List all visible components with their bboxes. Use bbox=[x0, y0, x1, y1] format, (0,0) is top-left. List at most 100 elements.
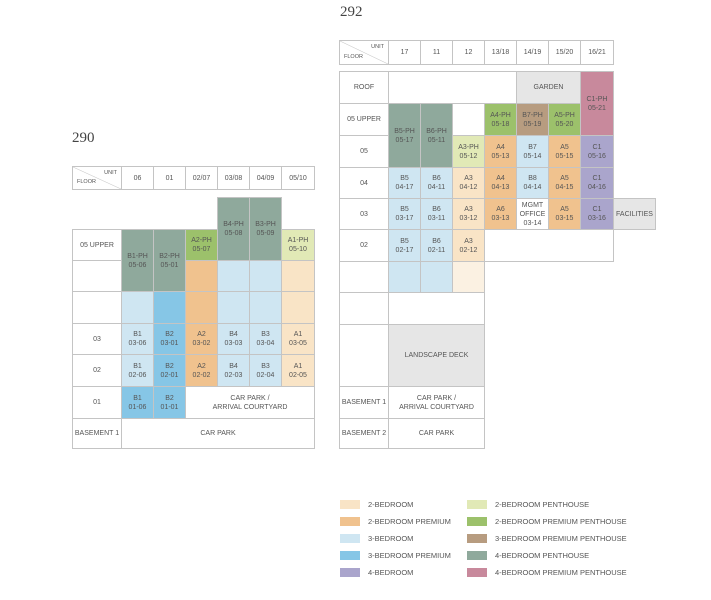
unit-cell: MGMT OFFICE 03-14 bbox=[516, 198, 549, 230]
unit-text: A5 bbox=[560, 143, 569, 151]
unit-text: A5-PH bbox=[554, 111, 575, 119]
unit-text: 02-12 bbox=[459, 246, 478, 254]
legend-label: 4-BEDROOM bbox=[368, 568, 414, 577]
empty-cell bbox=[452, 103, 485, 136]
unit-cell: B5 04-17 bbox=[388, 167, 421, 199]
unit-text: 05-18 bbox=[491, 120, 510, 128]
legend-swatch bbox=[340, 551, 360, 560]
unit-text: 02-02 bbox=[192, 371, 211, 379]
unit-cell: B1 02-06 bbox=[121, 354, 154, 387]
unit-text: B2 bbox=[165, 331, 174, 338]
unit-cell: A1 03-05 bbox=[281, 323, 315, 355]
unit-text: B4 bbox=[229, 362, 238, 370]
unit-text: 05-21 bbox=[588, 104, 606, 112]
unit-text: CAR PARK / bbox=[230, 394, 270, 402]
empty-cell bbox=[388, 292, 485, 325]
unit-label: UNIT bbox=[104, 170, 117, 176]
floor-label: 05 bbox=[339, 135, 389, 168]
unit-text: ARRIVAL COURTYARD bbox=[212, 403, 288, 411]
unit-text: 05-07 bbox=[192, 246, 211, 253]
unit-text: 01-06 bbox=[128, 403, 147, 411]
unit-cell bbox=[420, 261, 453, 293]
unit-text: A4-PH bbox=[490, 111, 511, 119]
unit-cell: A3 02-12 bbox=[452, 229, 485, 262]
unit-text: 03-05 bbox=[289, 340, 307, 347]
unit-text: 04-16 bbox=[588, 184, 606, 191]
unit-cell: B6 02-11 bbox=[420, 229, 453, 262]
unit-text: CAR PARK bbox=[200, 430, 236, 437]
unit-cell bbox=[185, 260, 218, 292]
empty-cell bbox=[484, 229, 614, 262]
unit-column-header: 12 bbox=[452, 40, 485, 65]
unit-text: 03-12 bbox=[459, 215, 478, 222]
unit-text: B6 bbox=[432, 175, 441, 182]
unit-cell: A2 02-02 bbox=[185, 354, 218, 387]
unit-cell: A4 04-13 bbox=[484, 167, 517, 199]
unit-cell: B3 02-04 bbox=[249, 354, 282, 387]
unit-text: B3-PH bbox=[255, 221, 276, 228]
unit-text: B5 bbox=[400, 206, 409, 213]
unit-cell: A4 05-13 bbox=[484, 135, 517, 168]
unit-text: 02-01 bbox=[160, 371, 179, 379]
unit-cell: B4-PH 05-08 bbox=[217, 197, 250, 261]
unit-label: UNIT bbox=[371, 44, 384, 50]
unit-cell: B6 03-11 bbox=[420, 198, 453, 230]
unit-text: 05-06 bbox=[128, 261, 147, 269]
unit-text: B7 bbox=[528, 143, 537, 151]
unit-cell: A6 03-13 bbox=[484, 198, 517, 230]
unit-cell: B6 04-11 bbox=[420, 167, 453, 199]
unit-cell: A5 05-15 bbox=[548, 135, 581, 168]
unit-cell bbox=[249, 260, 282, 292]
floor-label: 05 UPPER bbox=[72, 229, 122, 261]
legend-swatch bbox=[340, 534, 360, 543]
unit-text: 03-16 bbox=[588, 215, 606, 222]
unit-cell: A5-PH 05-20 bbox=[548, 103, 581, 136]
unit-cell: B7-PH 05-19 bbox=[516, 103, 549, 136]
unit-text: A3 bbox=[464, 237, 473, 245]
floor-label: ROOF bbox=[339, 71, 389, 104]
unit-cell: B5 02-17 bbox=[388, 229, 421, 262]
unit-cell: A2-PH 05-07 bbox=[185, 229, 218, 261]
legend-label: 3-BEDROOM bbox=[368, 534, 414, 543]
floor-label: 04 bbox=[339, 167, 389, 199]
unit-cell: B2 01-01 bbox=[153, 386, 186, 419]
floor-label bbox=[339, 324, 389, 387]
unit-cell: A3-PH 05-12 bbox=[452, 135, 485, 168]
unit-cell: A1-PH 05-10 bbox=[281, 229, 315, 261]
unit-cell: B7 05-14 bbox=[516, 135, 549, 168]
unit-column-header: 13/18 bbox=[484, 40, 517, 65]
legend-label: 2-BEDROOM PREMIUM PENTHOUSE bbox=[495, 517, 627, 526]
unit-cell bbox=[388, 261, 421, 293]
unit-text: A2 bbox=[197, 331, 206, 338]
floor-label: 05 UPPER bbox=[339, 103, 389, 136]
unit-cell: A4-PH 05-18 bbox=[484, 103, 517, 136]
unit-text: A1 bbox=[293, 362, 303, 370]
floor-label: FLOOR bbox=[344, 54, 363, 60]
unit-cell: A5 04-15 bbox=[548, 167, 581, 199]
unit-text: 05-09 bbox=[256, 230, 275, 237]
floor-label bbox=[339, 261, 389, 293]
unit-text: B8 bbox=[528, 175, 537, 182]
unit-column-header: 01 bbox=[153, 166, 186, 190]
unit-text: 04-15 bbox=[555, 184, 574, 191]
unit-cell bbox=[281, 260, 315, 292]
legend-label: 2-BEDROOM PREMIUM bbox=[368, 517, 451, 526]
legend-swatch bbox=[340, 517, 360, 526]
unit-cell: C1 05-16 bbox=[580, 135, 614, 168]
unit-text: 03-15 bbox=[555, 215, 574, 222]
floor-label: 01 bbox=[72, 386, 122, 419]
unit-column-header: 03/08 bbox=[217, 166, 250, 190]
unit-cell: B6-PH 05-11 bbox=[420, 103, 453, 168]
legend-label: 4-BEDROOM PREMIUM PENTHOUSE bbox=[495, 568, 627, 577]
unit-cell: B1 03-06 bbox=[121, 323, 154, 355]
unit-text: 05-15 bbox=[555, 152, 574, 160]
header-corner: UNIT FLOOR bbox=[72, 166, 122, 190]
unit-text: A1-PH bbox=[287, 237, 309, 244]
unit-cell: CAR PARK bbox=[121, 418, 315, 449]
unit-cell: B4 03-03 bbox=[217, 323, 250, 355]
unit-text: C1 bbox=[592, 143, 602, 151]
unit-text: A5 bbox=[560, 206, 569, 213]
block-title: 292 bbox=[340, 4, 363, 20]
unit-text: B4 bbox=[229, 331, 238, 338]
unit-text: A3 bbox=[464, 175, 473, 182]
